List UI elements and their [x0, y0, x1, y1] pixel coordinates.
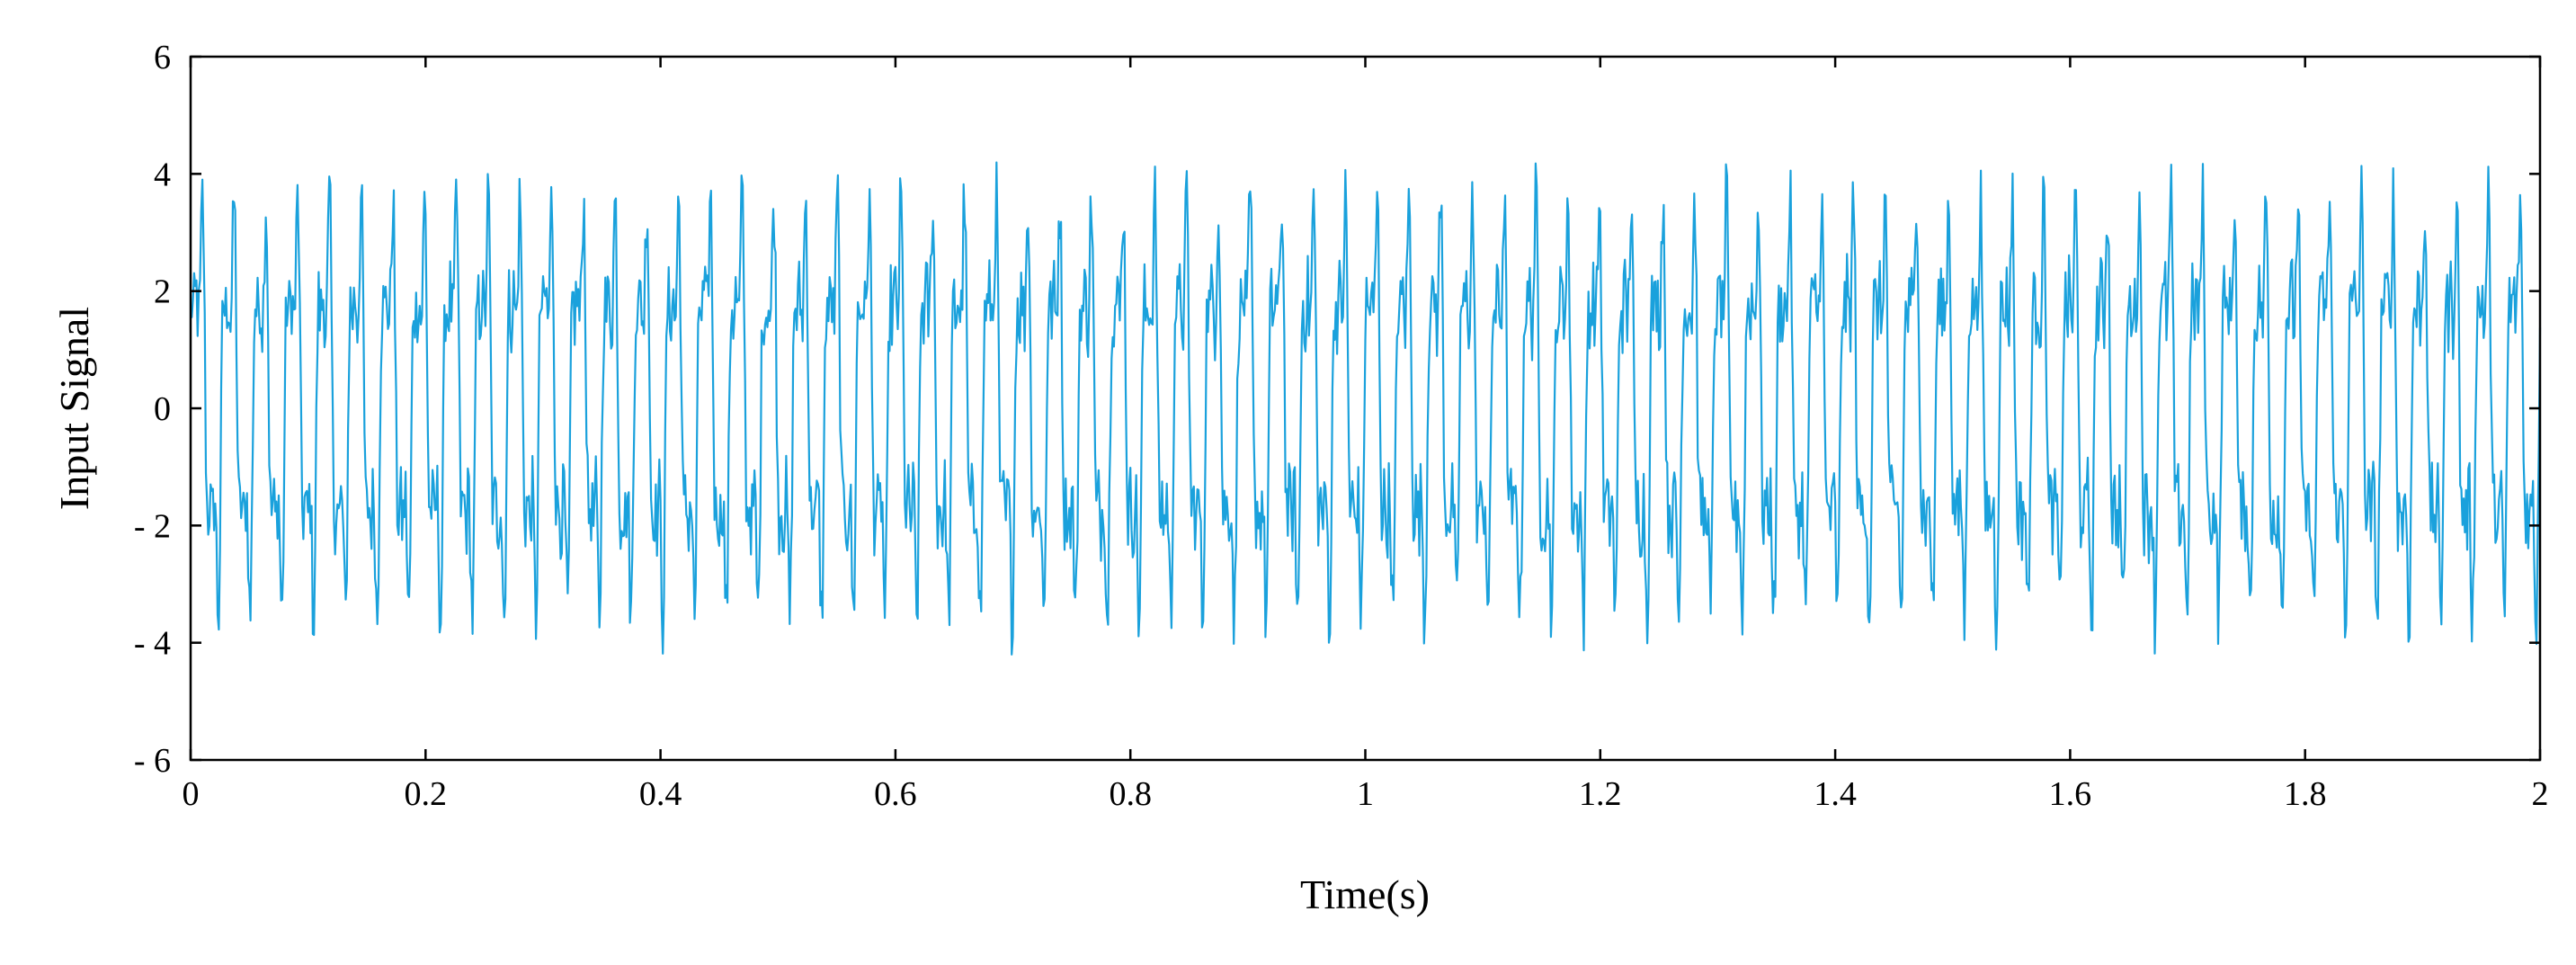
y-tick-label: 4 — [154, 156, 171, 193]
x-tick-label: 0.6 — [874, 775, 917, 813]
x-axis-title: Time(s) — [1300, 871, 1430, 917]
plot-area — [190, 161, 2542, 656]
y-tick-label: 6 — [154, 39, 171, 76]
y-tick-label: - 2 — [134, 507, 171, 545]
x-tick-label: 0.2 — [405, 775, 448, 813]
x-tick-label: 0.4 — [639, 775, 682, 813]
y-axis-title: Input Signal — [51, 307, 97, 510]
y-tick-label: 2 — [154, 273, 171, 311]
x-tick-label: 1 — [1357, 775, 1374, 813]
x-tick-label: 1.4 — [1814, 775, 1857, 813]
x-tick-label: 2 — [2532, 775, 2549, 813]
x-tick-label: 1.2 — [1579, 775, 1622, 813]
y-tick-label: - 6 — [134, 742, 171, 780]
x-tick-label: 1.8 — [2284, 775, 2327, 813]
y-tick-label: 0 — [154, 390, 171, 428]
x-tick-label: 0 — [183, 775, 200, 813]
x-tick-label: 1.6 — [2049, 775, 2092, 813]
signal-line — [190, 161, 2542, 656]
axis-ticks — [189, 55, 2542, 762]
y-tick-label: - 4 — [134, 625, 171, 663]
x-tick-label: 0.8 — [1109, 775, 1152, 813]
tick-labels: 0 0.2 0.4 0.6 0.8 1 1.2 1.4 1.6 1.8 2 6 4 2 0 - 2 - 4 - 6 — [134, 39, 2549, 813]
